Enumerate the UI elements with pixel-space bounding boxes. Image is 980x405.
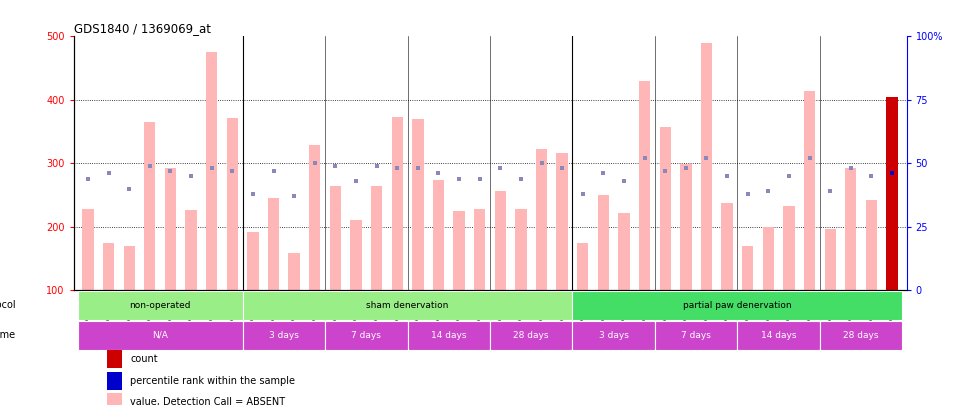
Bar: [370, 186, 382, 290]
Bar: [783, 206, 795, 290]
Bar: [804, 91, 815, 290]
Bar: [572, 321, 655, 350]
Bar: [572, 291, 903, 320]
Bar: [165, 168, 176, 290]
Bar: [454, 211, 465, 290]
Text: percentile rank within the sample: percentile rank within the sample: [130, 376, 295, 386]
Text: 14 days: 14 days: [760, 331, 797, 340]
Bar: [618, 213, 630, 290]
Bar: [655, 321, 737, 350]
Bar: [392, 117, 403, 290]
Bar: [762, 227, 774, 290]
Bar: [639, 81, 651, 290]
Bar: [247, 232, 259, 290]
Text: 28 days: 28 days: [844, 331, 879, 340]
Bar: [103, 243, 115, 290]
Text: count: count: [130, 354, 158, 364]
Bar: [206, 52, 218, 290]
Text: protocol: protocol: [0, 300, 16, 310]
Bar: [515, 209, 526, 290]
Bar: [107, 393, 122, 405]
Bar: [536, 149, 547, 290]
Bar: [660, 127, 671, 290]
Bar: [350, 220, 362, 290]
Text: 14 days: 14 days: [431, 331, 466, 340]
Bar: [721, 202, 733, 290]
Bar: [325, 321, 408, 350]
Text: 3 days: 3 days: [269, 331, 299, 340]
Bar: [144, 122, 156, 290]
Bar: [243, 291, 572, 320]
Bar: [680, 164, 692, 290]
Bar: [226, 118, 238, 290]
Bar: [557, 153, 567, 290]
Bar: [288, 254, 300, 290]
Text: 7 days: 7 days: [681, 331, 711, 340]
Bar: [309, 145, 320, 290]
Bar: [701, 43, 712, 290]
Bar: [433, 181, 444, 290]
Bar: [268, 198, 279, 290]
Text: non-operated: non-operated: [129, 301, 191, 310]
Bar: [577, 243, 588, 290]
Text: value, Detection Call = ABSENT: value, Detection Call = ABSENT: [130, 397, 285, 405]
Text: partial paw denervation: partial paw denervation: [683, 301, 792, 310]
Text: N/A: N/A: [152, 331, 168, 340]
Bar: [865, 200, 877, 290]
Bar: [82, 209, 94, 290]
Bar: [107, 372, 122, 390]
Bar: [824, 229, 836, 290]
Bar: [185, 210, 197, 290]
Bar: [123, 246, 135, 290]
Bar: [77, 291, 243, 320]
Bar: [598, 195, 610, 290]
Text: 28 days: 28 days: [514, 331, 549, 340]
Bar: [737, 321, 820, 350]
Bar: [243, 321, 325, 350]
Bar: [886, 97, 898, 290]
Bar: [886, 97, 898, 290]
Bar: [107, 350, 122, 368]
Bar: [845, 168, 857, 290]
Text: time: time: [0, 330, 16, 340]
Bar: [495, 191, 506, 290]
Text: sham denervation: sham denervation: [367, 301, 449, 310]
Text: 3 days: 3 days: [599, 331, 628, 340]
Text: 7 days: 7 days: [352, 331, 381, 340]
Bar: [413, 119, 423, 290]
Bar: [820, 321, 903, 350]
Bar: [742, 246, 754, 290]
Bar: [474, 209, 485, 290]
Bar: [490, 321, 572, 350]
Bar: [77, 321, 243, 350]
Bar: [329, 186, 341, 290]
Bar: [408, 321, 490, 350]
Text: GDS1840 / 1369069_at: GDS1840 / 1369069_at: [74, 22, 211, 35]
